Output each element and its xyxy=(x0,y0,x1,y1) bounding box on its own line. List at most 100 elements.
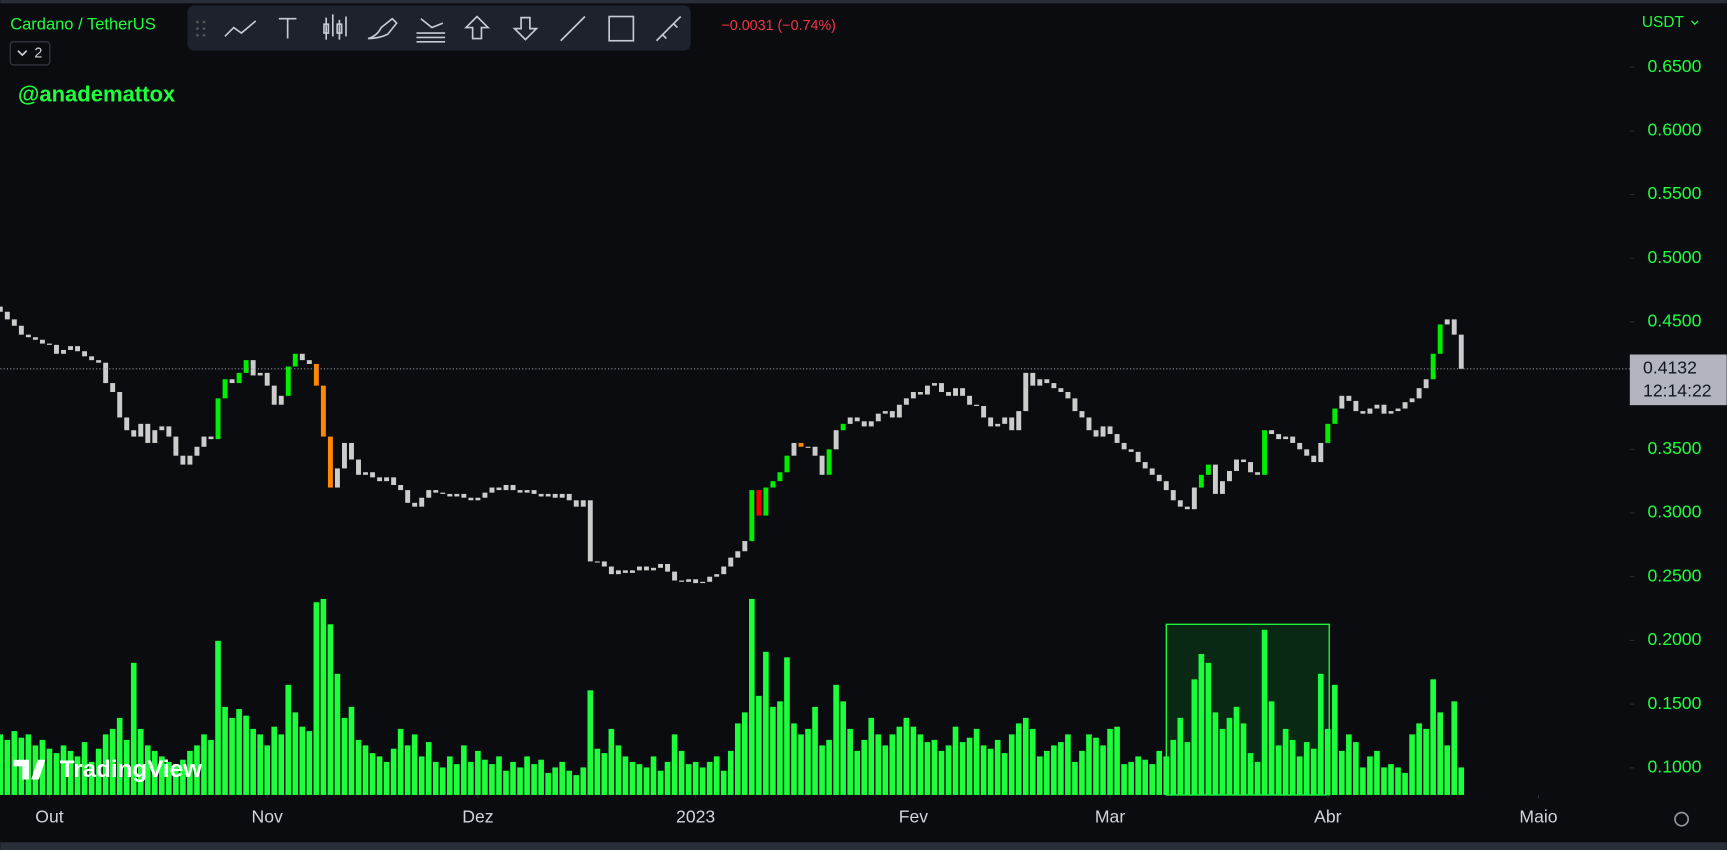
tool-line[interactable] xyxy=(560,15,586,42)
candle-body xyxy=(1093,430,1099,437)
tool-arrow-up[interactable] xyxy=(464,15,491,40)
candle-body xyxy=(1023,372,1029,412)
candle-body xyxy=(426,490,432,498)
badge-box[interactable] xyxy=(9,41,51,66)
volume-bar xyxy=(1212,712,1219,795)
tool-arrow-down[interactable] xyxy=(512,16,539,41)
volume-bar xyxy=(1100,745,1106,795)
volume-bar xyxy=(826,739,832,795)
candle-body xyxy=(1051,383,1057,389)
candle-body xyxy=(285,366,291,396)
volume-bar xyxy=(952,726,959,795)
candle-body xyxy=(1297,442,1303,450)
candle-body xyxy=(405,490,411,503)
volume-bar xyxy=(229,717,235,795)
candle-body xyxy=(1423,379,1429,389)
gear[interactable] xyxy=(1674,811,1690,827)
volume-bar xyxy=(320,598,327,795)
volume-bar xyxy=(798,734,804,795)
volume-bar xyxy=(510,761,516,795)
candle-body xyxy=(334,468,340,488)
candle-body xyxy=(1283,436,1289,440)
tool-candles[interactable] xyxy=(323,14,347,40)
volume-bar xyxy=(299,726,306,795)
tool-ruler[interactable] xyxy=(655,15,682,42)
volume-bar xyxy=(236,709,242,795)
candle-body xyxy=(377,477,383,482)
volume-bar xyxy=(278,734,285,795)
candle-body xyxy=(636,566,642,571)
volume-bar xyxy=(208,739,214,795)
bottom-border xyxy=(0,842,1727,850)
volume-bar xyxy=(1289,739,1296,795)
tool-text[interactable] xyxy=(278,17,297,39)
badge-text: 2 xyxy=(34,46,42,62)
candle-body xyxy=(896,404,902,418)
candle-body xyxy=(812,446,818,456)
volume-bar xyxy=(1268,701,1275,795)
volume-bar xyxy=(1044,750,1050,795)
volume-bar xyxy=(833,684,839,795)
y-tick-label: 0.4500 xyxy=(1648,311,1702,331)
candle-body xyxy=(552,493,558,498)
volume-bar xyxy=(699,767,706,795)
candle-body xyxy=(847,417,853,424)
candle-body xyxy=(215,398,221,440)
candle-body xyxy=(32,337,38,340)
interval-badge[interactable]: 2 xyxy=(9,41,51,66)
y-tick-label: 0.2500 xyxy=(1648,565,1702,585)
volume-bar xyxy=(1332,684,1338,795)
watermark: @anademattox xyxy=(18,82,176,107)
candle-body xyxy=(461,493,467,498)
currency-selector[interactable]: USDT xyxy=(1642,14,1699,31)
candle-body xyxy=(1058,388,1064,392)
volume-bar xyxy=(994,739,1001,795)
volume-bar xyxy=(1037,756,1043,795)
candle-body xyxy=(615,570,621,575)
y-tick-label: 0.1500 xyxy=(1648,693,1702,713)
candle-body xyxy=(363,472,368,475)
volume-bar xyxy=(1142,759,1148,795)
volume-bar xyxy=(692,761,699,795)
candle-body xyxy=(25,334,31,338)
candle-body xyxy=(103,362,109,384)
volume-bar xyxy=(552,767,558,795)
volume-bar xyxy=(1254,761,1261,795)
volume-bar xyxy=(1008,734,1015,795)
volume-bar xyxy=(889,734,896,795)
candle-body xyxy=(791,442,797,456)
volume-bar xyxy=(727,750,734,795)
price-change: −0.0031 (−0.74%) xyxy=(721,18,835,34)
volume-bar xyxy=(987,748,994,795)
volume-bar xyxy=(966,737,973,795)
tool-brush[interactable] xyxy=(367,17,398,40)
tool-fib[interactable] xyxy=(416,18,446,43)
currency[interactable]: USDT xyxy=(1642,14,1685,31)
candle-body xyxy=(412,502,418,507)
candle-body xyxy=(714,574,720,577)
drawing-toolbar xyxy=(187,5,691,51)
settings-icon[interactable] xyxy=(1674,811,1690,827)
tool-rect[interactable] xyxy=(608,15,635,42)
volume-bar xyxy=(327,624,334,795)
volume-bar xyxy=(432,761,439,795)
candle-body xyxy=(54,344,59,354)
candle-body xyxy=(826,449,832,475)
candle-body xyxy=(735,551,741,558)
volume-bar xyxy=(1395,767,1401,795)
candle-body xyxy=(117,391,123,418)
volume-bar xyxy=(292,712,299,795)
tool-trend[interactable] xyxy=(224,20,257,37)
candle-body xyxy=(538,493,544,497)
candle-body xyxy=(770,481,776,488)
candle-body xyxy=(1135,451,1141,463)
volume-bar xyxy=(1149,764,1156,795)
volume-bar xyxy=(137,728,144,795)
candle-body xyxy=(1458,334,1464,369)
volume-bar xyxy=(650,756,657,795)
candle-body xyxy=(159,426,165,431)
grip[interactable] xyxy=(196,20,206,37)
volume-bar xyxy=(222,706,228,795)
volume-bar xyxy=(1093,737,1099,795)
x-tick-label: 2023 xyxy=(676,807,715,827)
